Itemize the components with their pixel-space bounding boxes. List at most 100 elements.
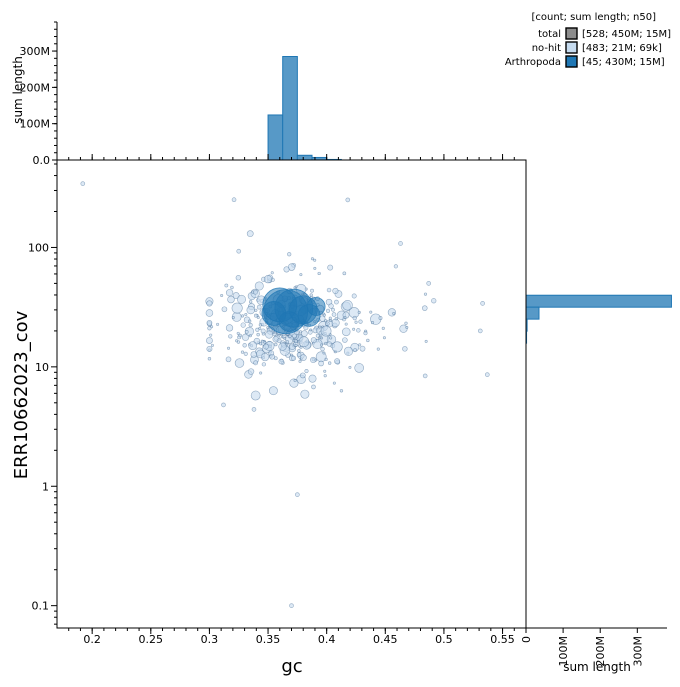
no-hit-point <box>402 346 408 352</box>
no-hit-point <box>80 181 86 186</box>
no-hit-point <box>248 323 253 328</box>
no-hit-point <box>298 336 310 348</box>
no-hit-point <box>220 294 224 298</box>
legend: [count; sum length; n50] total [528; 450M… <box>505 12 671 68</box>
no-hit-point <box>310 356 317 364</box>
no-hit-point <box>237 294 246 304</box>
no-hit-point <box>234 358 245 368</box>
no-hit-point <box>299 372 306 379</box>
scatter-frame <box>56 159 527 629</box>
no-hit-point <box>294 343 298 347</box>
y-tick-label: 100 <box>28 241 49 254</box>
no-hit-point <box>354 363 365 373</box>
no-hit-point <box>206 320 213 326</box>
no-hit-point <box>343 346 354 356</box>
no-hit-point <box>242 343 247 348</box>
no-hit-point <box>293 379 297 383</box>
no-hit-point <box>326 341 332 347</box>
no-hit-point <box>342 271 347 276</box>
no-hit-point <box>244 329 249 334</box>
no-hit-point <box>253 360 259 366</box>
y-axis-label: ERR10662023_cov <box>11 310 32 479</box>
no-hit-point <box>295 492 300 497</box>
main-scatter: 0.2 0.25 0.3 0.35 0.4 0.45 0.5 0.55 0.1 1 10 100 g… <box>11 154 527 677</box>
no-hit-point <box>381 326 385 330</box>
no-hit-point <box>309 293 313 297</box>
no-hit-point <box>248 334 252 338</box>
no-hit-point <box>318 360 324 367</box>
no-hit-point <box>329 336 333 340</box>
no-hit-point <box>342 300 353 311</box>
no-hit-point <box>344 322 348 326</box>
no-hit-point <box>310 288 314 293</box>
top-histogram-tick-label: 100M <box>20 118 51 131</box>
top-histogram-tick-label: 300M <box>20 45 51 58</box>
right-histogram-tick-label: 100M <box>557 636 570 667</box>
no-hit-point <box>225 356 232 363</box>
no-hit-point <box>325 308 331 313</box>
no-hit-point <box>358 319 363 324</box>
no-hit-point <box>315 333 320 338</box>
y-tick-label: 1 <box>42 480 49 493</box>
no-hit-point <box>228 334 233 339</box>
no-hit-point <box>325 321 330 326</box>
no-hit-point <box>206 346 213 352</box>
no-hit-point <box>259 371 263 375</box>
no-hit-point <box>328 318 333 323</box>
no-hit-point <box>359 345 366 352</box>
legend-entry-stats: [45; 430M; 15M] <box>582 57 665 68</box>
no-hit-point <box>236 331 240 335</box>
no-hit-point <box>225 324 234 332</box>
top-histogram-tick-label: 200M <box>20 81 51 94</box>
no-hit-point <box>224 283 229 288</box>
no-hit-point <box>248 300 253 304</box>
no-hit-point <box>320 346 325 352</box>
legend-entry-name: Arthropoda <box>505 57 561 68</box>
no-hit-point <box>216 322 220 326</box>
no-hit-point <box>206 337 213 344</box>
no-hit-point <box>241 333 250 341</box>
no-hit-point <box>480 301 485 306</box>
no-hit-point <box>292 333 297 339</box>
arthropoda-point <box>306 297 326 316</box>
no-hit-point <box>274 342 278 347</box>
no-hit-point <box>240 314 245 318</box>
right-histogram-tick-label: 300M <box>631 636 644 667</box>
no-hit-point <box>331 341 343 353</box>
no-hit-point <box>256 316 260 320</box>
no-hit-point <box>261 362 266 367</box>
no-hit-point <box>319 343 324 347</box>
top-histogram-y-axis: 0.0 100M 200M 300M <box>20 21 58 167</box>
x-tick-label: 0.25 <box>139 633 164 646</box>
no-hit-point <box>207 326 212 331</box>
no-hit-point <box>356 328 361 333</box>
no-hit-point <box>225 289 234 297</box>
right-histogram-tick-label: 0 <box>520 636 533 643</box>
no-hit-point <box>326 287 332 293</box>
no-hit-point <box>283 266 290 273</box>
no-hit-point <box>238 333 242 338</box>
legend-swatch <box>565 41 578 54</box>
no-hit-point <box>292 338 296 343</box>
no-hit-point <box>206 300 213 307</box>
no-hit-point <box>431 298 437 304</box>
no-hit-point <box>393 264 398 269</box>
no-hit-point <box>207 357 212 361</box>
no-hit-point <box>404 321 408 325</box>
top-histogram-bars <box>267 56 342 161</box>
no-hit-point <box>310 337 317 344</box>
top-histogram: 0.0 100M 200M 300M sum length <box>11 21 342 167</box>
no-hit-point <box>276 338 282 344</box>
no-hit-point <box>317 271 321 276</box>
no-hit-point <box>331 312 337 317</box>
no-hit-point <box>363 331 368 336</box>
no-hit-point <box>231 197 237 203</box>
no-hit-point <box>307 329 313 335</box>
no-hit-point <box>424 339 428 343</box>
no-hit-point <box>209 333 213 337</box>
no-hit-point <box>322 313 326 317</box>
right-histogram-bar <box>525 294 672 308</box>
no-hit-point <box>320 336 324 340</box>
plot-border <box>56 159 527 629</box>
